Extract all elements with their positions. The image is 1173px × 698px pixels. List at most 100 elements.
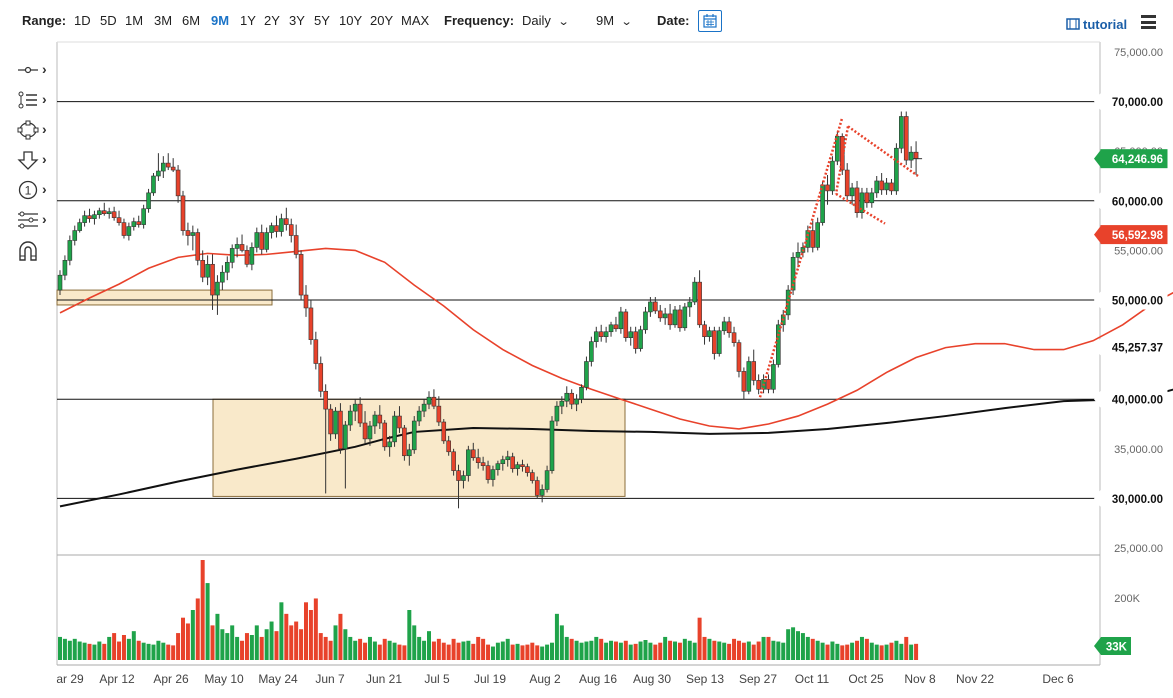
candle-body bbox=[421, 403, 427, 412]
range-button-1d[interactable]: 1D bbox=[74, 13, 91, 28]
candle bbox=[662, 307, 668, 325]
volume-bar bbox=[382, 638, 387, 660]
volume-bar bbox=[540, 646, 545, 660]
range-button-1m[interactable]: 1M bbox=[125, 13, 144, 28]
candle-body bbox=[106, 211, 112, 214]
range-button-5d[interactable]: 5D bbox=[100, 13, 117, 28]
volume-bars bbox=[58, 560, 919, 660]
volume-bar bbox=[294, 621, 299, 660]
range-button-6m[interactable]: 6M bbox=[182, 13, 201, 28]
candle-body bbox=[623, 311, 629, 338]
tutorial-label: tutorial bbox=[1083, 17, 1128, 32]
volume-bar bbox=[407, 610, 412, 660]
candle-body bbox=[82, 215, 87, 223]
candle-body bbox=[220, 271, 225, 283]
menu-button[interactable] bbox=[1141, 15, 1156, 29]
range-button-1y[interactable]: 1Y bbox=[240, 13, 256, 28]
candle-body bbox=[224, 262, 230, 273]
counter-tool[interactable]: 1 › bbox=[10, 178, 54, 202]
candle-body bbox=[392, 415, 397, 443]
candle bbox=[810, 220, 816, 253]
x-tick-label: Apr 12 bbox=[99, 672, 135, 686]
candle-body bbox=[185, 230, 191, 236]
range-button-2y[interactable]: 2Y bbox=[264, 13, 280, 28]
volume-bar bbox=[515, 643, 520, 660]
volume-bar bbox=[599, 638, 604, 660]
candle-body bbox=[249, 247, 255, 265]
candle bbox=[731, 326, 737, 347]
chevron-right-icon: › bbox=[42, 181, 47, 197]
candle-body bbox=[141, 208, 146, 225]
volume-bar bbox=[220, 629, 225, 660]
fibonacci-tool[interactable]: › bbox=[10, 208, 54, 232]
volume-badge-label: 33K bbox=[1106, 642, 1128, 654]
candle-body bbox=[407, 449, 412, 457]
candle-body bbox=[908, 151, 914, 161]
volume-bar bbox=[412, 625, 417, 660]
candle bbox=[485, 460, 491, 484]
candle bbox=[534, 476, 540, 499]
candle-body bbox=[298, 254, 304, 296]
crosshair-tool[interactable]: › bbox=[10, 58, 54, 82]
range-button-20y[interactable]: 20Y bbox=[370, 13, 394, 28]
volume-bar bbox=[244, 633, 249, 660]
range-button-9m[interactable]: 9M bbox=[211, 13, 230, 28]
range-button-10y[interactable]: 10Y bbox=[339, 13, 363, 28]
range-button-3m[interactable]: 3M bbox=[154, 13, 173, 28]
shapes-tool[interactable]: › bbox=[10, 118, 54, 142]
x-axis: ar 29 Apr 12 Apr 26 May 10 May 24 Jun 7 Jun 21… bbox=[56, 672, 1074, 686]
candle-body bbox=[426, 396, 432, 405]
frequency-dropdown[interactable]: Daily ⌄ bbox=[522, 13, 570, 28]
volume-bar bbox=[510, 644, 515, 660]
y-tick-label: 75,000.00 bbox=[1114, 47, 1163, 59]
candle-body bbox=[126, 226, 132, 236]
candle-body bbox=[682, 306, 688, 329]
magnet-tool[interactable] bbox=[10, 238, 54, 262]
volume-bar bbox=[466, 640, 471, 660]
candle-body bbox=[303, 294, 309, 309]
volume-bar bbox=[845, 644, 850, 660]
volume-bar bbox=[648, 642, 653, 660]
chevron-right-icon: › bbox=[42, 151, 47, 167]
candle-body bbox=[638, 329, 643, 349]
chevron-down-icon: ⌄ bbox=[557, 16, 570, 28]
candle bbox=[825, 175, 830, 205]
volume-bar bbox=[481, 638, 486, 660]
volume-bar bbox=[358, 638, 363, 660]
candle bbox=[106, 207, 112, 219]
tutorial-link[interactable]: tutorial bbox=[1066, 17, 1127, 32]
volume-bar bbox=[894, 640, 899, 660]
range-button-max[interactable]: MAX bbox=[401, 13, 430, 28]
candle-body bbox=[697, 281, 702, 326]
candle bbox=[613, 316, 619, 332]
period-dropdown[interactable]: 9M ⌄ bbox=[596, 13, 633, 28]
candle bbox=[569, 389, 574, 410]
range-button-5y[interactable]: 5Y bbox=[314, 13, 330, 28]
candle-body bbox=[269, 225, 274, 233]
candle-body bbox=[500, 459, 506, 464]
price-badge: 40,000.00 bbox=[1094, 389, 1168, 409]
calendar-button[interactable] bbox=[698, 10, 722, 32]
volume-bar bbox=[131, 631, 136, 660]
candle-body bbox=[820, 184, 825, 223]
candle bbox=[229, 244, 235, 269]
candle bbox=[741, 367, 747, 400]
candle-body bbox=[702, 324, 707, 338]
candle bbox=[367, 421, 373, 446]
price-badge-label: 70,000.00 bbox=[1112, 97, 1163, 109]
candle-body bbox=[539, 489, 545, 496]
volume-bar bbox=[609, 640, 614, 660]
candle bbox=[564, 386, 570, 408]
volume-bar bbox=[717, 641, 722, 660]
trendline-tool[interactable]: › bbox=[10, 88, 54, 112]
candle-body bbox=[785, 289, 791, 316]
y-tick-label: 55,000.00 bbox=[1114, 245, 1163, 257]
range-button-3y[interactable]: 3Y bbox=[289, 13, 305, 28]
candle bbox=[362, 411, 368, 444]
candle bbox=[92, 210, 97, 225]
candle bbox=[224, 256, 230, 281]
arrow-tool[interactable]: › bbox=[10, 148, 54, 172]
candle-body bbox=[446, 440, 451, 453]
price-badge-label: 30,000.00 bbox=[1112, 494, 1163, 506]
